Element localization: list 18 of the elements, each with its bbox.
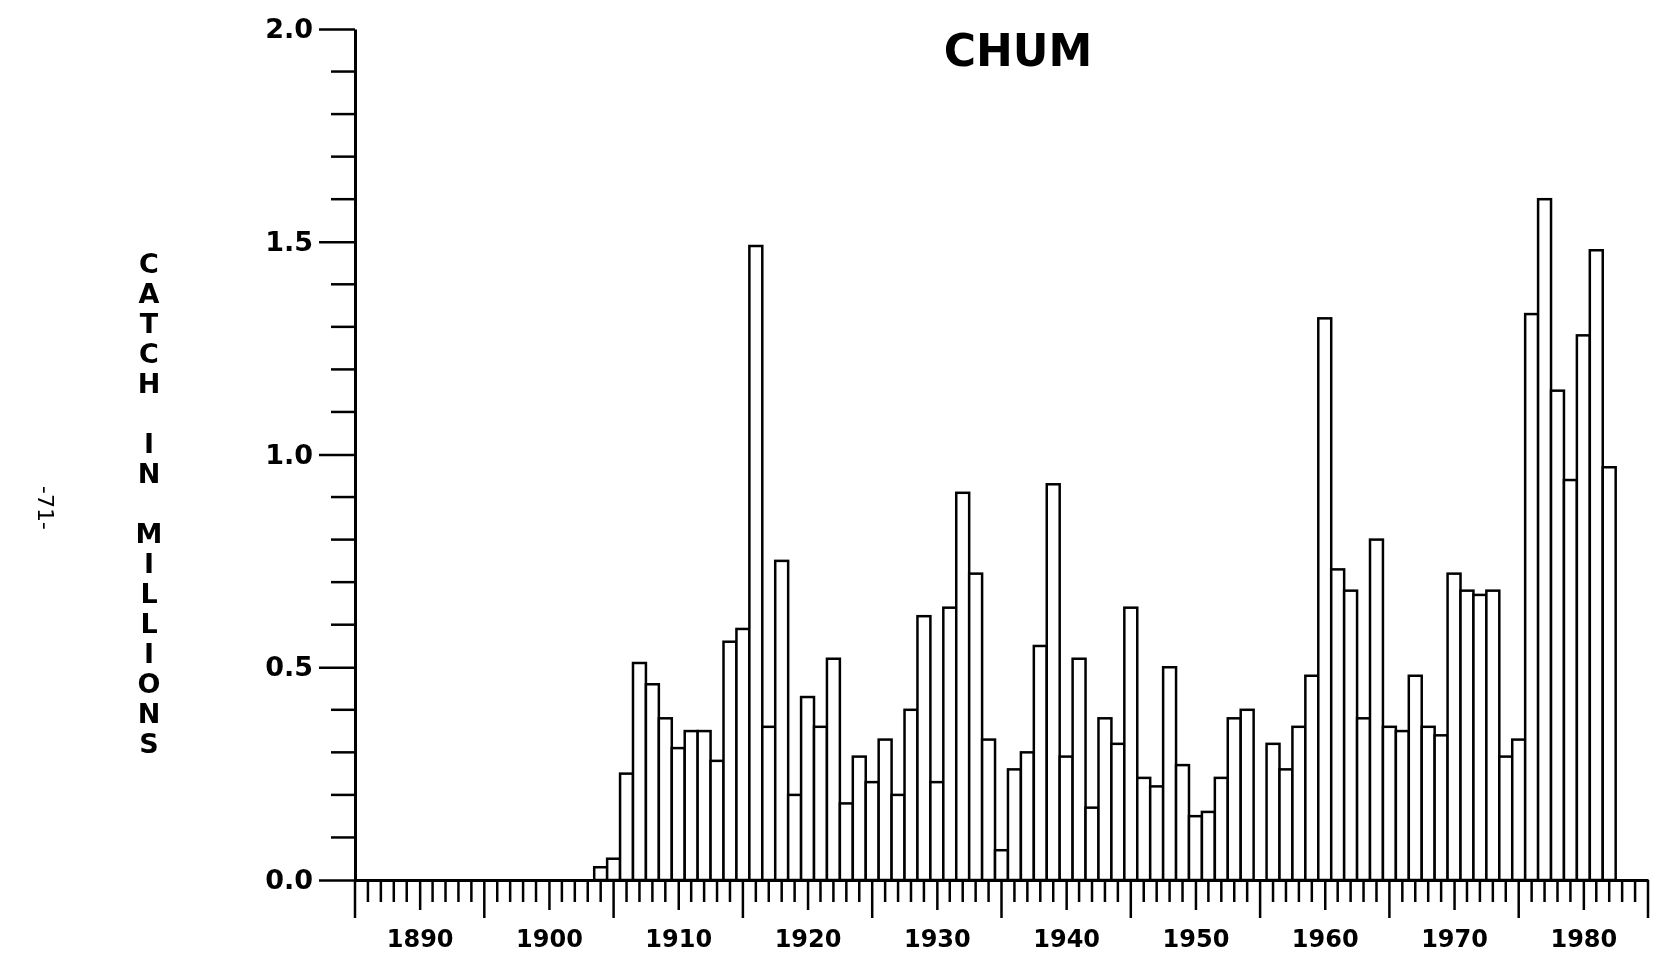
x-tick-label: 1910 [645, 925, 713, 954]
x-tick-label: 1970 [1421, 925, 1488, 954]
x-tick-label: 1940 [1033, 925, 1101, 954]
x-tick-label: 1960 [1291, 925, 1359, 954]
x-tick-label: 1950 [1162, 925, 1230, 954]
x-tick-label: 1890 [386, 925, 454, 954]
text: -71- [33, 486, 58, 530]
y-tick-label: 1.0 [265, 438, 313, 470]
chart-title: CHUM [943, 25, 1093, 76]
x-tick-label: 1980 [1550, 925, 1618, 954]
y-tick-label: 0.5 [265, 651, 313, 683]
y-tick-label: 2.0 [265, 13, 313, 45]
y-tick-label: 1.5 [265, 225, 313, 257]
text: CATCH IN MILLIONS [135, 248, 163, 759]
x-tick-label: 1930 [903, 925, 971, 954]
x-tick-label: 1900 [516, 925, 583, 954]
x-tick-label: 1920 [774, 925, 842, 954]
y-tick-label: 0.0 [265, 864, 313, 896]
